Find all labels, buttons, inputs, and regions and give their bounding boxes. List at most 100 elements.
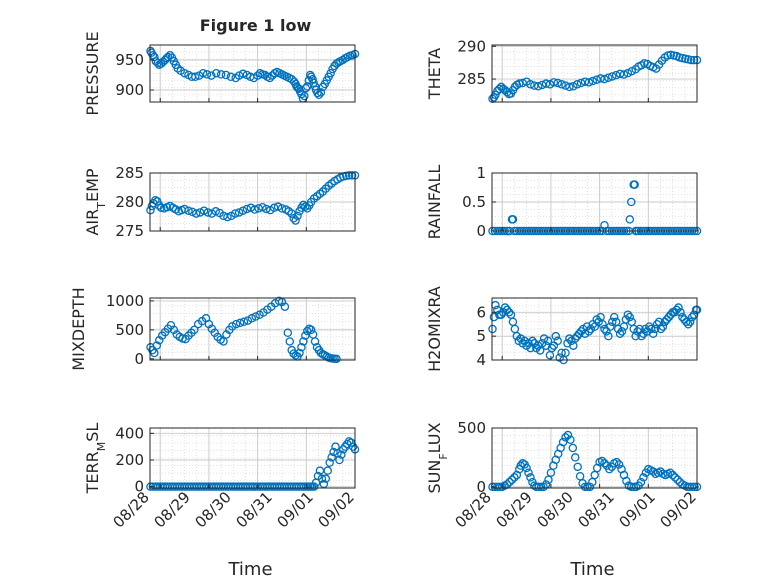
data-point	[262, 204, 271, 214]
data-point	[612, 457, 621, 467]
data-point	[199, 206, 209, 215]
x-axis-label: Time	[227, 559, 272, 580]
data-point	[251, 312, 260, 321]
x-tick-label: 08/30	[192, 488, 235, 531]
data-point	[631, 331, 640, 341]
data-point	[571, 453, 580, 462]
y-tick-label: 0	[476, 222, 486, 240]
data-point	[317, 474, 327, 483]
data-point	[522, 463, 531, 473]
data-point	[332, 354, 341, 364]
data-point	[524, 468, 533, 477]
data-point	[291, 216, 300, 225]
data-point	[211, 68, 221, 78]
chart-title: Figure 1 low	[200, 16, 312, 35]
panel-pressure: 900 950 PRESSURE Figure 1 low	[83, 16, 360, 116]
data-point	[239, 317, 249, 327]
data-point	[526, 80, 535, 89]
axes-box	[491, 427, 698, 489]
data-point	[584, 327, 594, 336]
data-point	[565, 82, 574, 92]
y-tick-label: 200	[115, 451, 144, 469]
y-tick-label: 285	[115, 164, 144, 182]
data-point	[553, 78, 562, 88]
data-point	[687, 482, 697, 492]
data-point	[238, 69, 248, 79]
data-point	[250, 205, 259, 214]
data-point	[549, 78, 559, 87]
data-point	[299, 337, 308, 346]
data-point	[309, 482, 319, 491]
x-tick-label: 08/31	[575, 488, 618, 531]
y-tick-label: 290	[457, 37, 486, 55]
data-point	[347, 171, 357, 180]
data-point	[277, 204, 287, 213]
data-point	[310, 337, 320, 346]
data-point	[566, 435, 575, 445]
data-point	[614, 460, 624, 469]
data-point	[150, 348, 159, 358]
data-point	[615, 329, 625, 339]
axes-box	[149, 297, 356, 361]
data-point	[280, 302, 290, 311]
data-point	[568, 443, 578, 453]
data-point	[165, 50, 175, 60]
data-point	[622, 476, 631, 486]
data-point	[637, 331, 646, 341]
data-point	[673, 475, 682, 485]
data-point	[306, 325, 316, 335]
data-point	[674, 303, 683, 312]
y-axis-label: TERRMSL	[83, 423, 108, 495]
data-point	[534, 82, 543, 91]
data-point	[585, 482, 595, 492]
y-tick-label: 5	[476, 327, 486, 345]
data-point	[604, 73, 613, 83]
y-tick-label: 500	[457, 419, 486, 437]
x-tick-label: 08/29	[493, 488, 536, 531]
data-point	[221, 70, 231, 80]
data-point	[623, 310, 633, 319]
data-point	[153, 197, 162, 206]
data-point	[541, 79, 551, 88]
data-point	[510, 473, 519, 482]
y-tick-label: 285	[457, 70, 486, 88]
panel-h2omixra: 4 5 6 H2OMIXRA	[425, 286, 702, 372]
data-point	[334, 58, 343, 67]
data-point	[656, 324, 666, 334]
y-tick-label: 0	[134, 478, 144, 496]
data-point	[293, 211, 302, 221]
data-point	[689, 55, 699, 65]
data-point	[295, 348, 304, 358]
data-point	[504, 308, 514, 317]
data-point	[639, 473, 648, 482]
data-point	[314, 90, 324, 100]
data-point	[598, 319, 607, 329]
data-point	[273, 202, 283, 211]
data-point	[668, 470, 677, 480]
data-point	[299, 482, 309, 491]
data-point	[543, 336, 553, 346]
x-tick-label: 09/02	[315, 488, 358, 531]
data-point	[223, 212, 232, 222]
x-tick-label: 08/28	[110, 488, 153, 531]
data-point	[625, 312, 635, 322]
data-point	[528, 336, 537, 346]
y-tick-label: 6	[476, 303, 486, 321]
data-point	[518, 78, 527, 88]
data-point	[496, 310, 506, 319]
data-point	[682, 317, 691, 327]
panel-mixdepth: 0 500 1000 MIXDEPTH	[69, 287, 356, 371]
data-point	[226, 72, 236, 82]
data-point	[313, 88, 322, 98]
x-tick-label: 09/01	[616, 488, 659, 531]
data-point	[507, 475, 517, 485]
data-point	[163, 52, 173, 62]
y-tick-label: 0	[476, 478, 486, 496]
data-point	[561, 433, 570, 442]
data-point	[300, 91, 309, 101]
data-point	[557, 80, 566, 89]
panel-rainfall: 0 0.5 1 RAINFALL	[425, 164, 702, 240]
data-point	[323, 466, 332, 475]
